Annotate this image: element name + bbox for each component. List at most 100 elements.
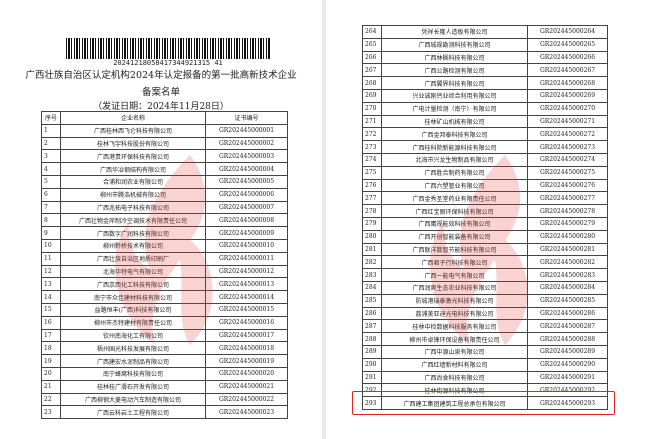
company-name: 广西开创智能装备有限公司 [381, 229, 528, 244]
row-number: 266 [362, 50, 382, 65]
barcode [66, 38, 270, 59]
table-row: 1 广西桂林西飞仑科技有限公司 GR202445000001 [41, 123, 288, 138]
table-row: 275 广西胜合制药有限公司 GR202445000275 [362, 165, 608, 180]
row-number: 277 [362, 191, 382, 206]
table-row: 6 柳州市腾浩机械有限公司 GR202445000006 [41, 187, 288, 202]
table-row: 270 广电计量检测（南宁）有限公司 GR202445000270 [362, 101, 608, 116]
table-row: 10 柳州黔桥技术有限公司 GR202445000010 [41, 238, 288, 253]
certificate-number: GR202445000270 [527, 101, 608, 116]
row-number: 13 [41, 277, 61, 292]
certificate-number: GR202445000017 [205, 328, 288, 343]
company-name: 广西红宝丽环保科技有限公司 [381, 204, 528, 218]
certificate-number: GR202445000293 [527, 396, 608, 410]
certificate-number: GR202445000289 [527, 344, 608, 359]
row-number: 268 [362, 76, 382, 90]
table-row: 14 南宁市众佳建材科技有限公司 GR202445000014 [41, 290, 288, 304]
certificate-number: GR202445000279 [527, 216, 608, 231]
certificate-number: GR202445000286 [527, 306, 608, 321]
certificate-number: GR202445000003 [205, 149, 288, 164]
company-name: 广西城规勘测科技有限公司 [381, 37, 528, 52]
row-number: 3 [41, 149, 61, 164]
table-row: 2 桂林飞宇科技股份有限公司 GR202445000002 [41, 136, 288, 151]
document-title: 广西壮族自治区认定机构2024年认定报备的第一批高新技术企业 [25, 70, 297, 81]
certificate-number: GR202445000278 [527, 204, 608, 218]
certificate-number: GR202445000020 [205, 366, 288, 381]
certificate-number: GR202445000265 [527, 37, 608, 52]
table-row: 288 柳州市卓锋环保设备有限责任公司 GR202445000288 [362, 332, 608, 346]
company-name: 桂林桂广滑石开发有限公司 [60, 379, 206, 394]
row-number: 270 [362, 101, 382, 116]
row-number: 271 [362, 114, 382, 129]
company-name: 广西公路检测有限公司 [381, 63, 528, 78]
company-name: 广西六塑管业有限公司 [381, 178, 528, 193]
company-name: 广西鹰视能效科技有限公司 [381, 216, 528, 231]
certificate-number: GR202445000274 [527, 152, 608, 167]
table-row: 280 广西开创智能装备有限公司 GR202445000280 [362, 229, 608, 244]
company-name: 广西云科岩土工程有限公司 [60, 405, 206, 420]
certificate-number: GR202445000288 [527, 332, 608, 346]
table-row: 271 桂林矿山机械有限公司 GR202445000271 [362, 114, 608, 129]
certificate-number: GR202445000287 [527, 319, 608, 334]
row-number: 285 [362, 293, 382, 308]
row-number: 287 [362, 319, 382, 334]
row-number: 288 [362, 332, 382, 346]
table-row: 17 钦州南海化工有限公司 GR202445000017 [41, 328, 288, 343]
table-row: 277 广西金秀圣堂药业有限责任公司 GR202445000277 [362, 191, 608, 206]
row-number: 283 [362, 268, 382, 282]
certificate-number: GR202445000281 [527, 242, 608, 257]
certificate-number: GR202445000266 [527, 50, 608, 65]
document-subtitle: 备案名单 [141, 87, 180, 98]
row-number: 290 [362, 357, 382, 372]
row-number: 序号 [41, 111, 61, 125]
table-row: 16 柳州市杰特建材有限责任公司 GR202445000016 [41, 315, 288, 330]
company-name: 防城港瑞泰激光科技有限公司 [381, 293, 528, 308]
table-row: 268 广西翼界科技有限公司 GR202445000268 [362, 76, 608, 90]
certificate-number: GR202445000280 [527, 229, 608, 244]
certificate-number: GR202445000269 [527, 88, 608, 103]
table-row: 273 广西桂科院新能源科技有限公司 GR202445000273 [362, 140, 608, 154]
company-name: 北海华特电气有限公司 [60, 264, 206, 279]
left-page: 20241218058417344921315 41 广西壮族自治区认定机构20… [0, 0, 322, 439]
certificate-number: GR202445000016 [205, 315, 288, 330]
company-name: 广西数字广润科技有限公司 [60, 226, 206, 240]
table-row: 290 广西红墙新材料有限公司 GR202445000290 [362, 357, 608, 372]
row-number: 269 [362, 88, 382, 103]
certificate-number: GR202445000001 [205, 123, 288, 138]
certificate-number: GR202445000290 [527, 357, 608, 372]
row-number: 8 [41, 213, 61, 228]
certificate-number: GR202445000015 [205, 302, 288, 317]
table-row: 21 桂林桂广滑石开发有限公司 GR202445000021 [41, 379, 288, 394]
certificate-number: GR202445000272 [527, 127, 608, 142]
table-row: 19 广西建宏水泥制品有限公司 GR202445000019 [41, 354, 288, 368]
company-name: 广西君子行科技有限公司 [381, 255, 528, 270]
certificate-number: GR202445000002 [205, 136, 288, 151]
table-row: 272 广西金邦泰科技有限公司 GR202445000272 [362, 127, 608, 142]
row-number: 14 [41, 290, 61, 304]
company-name: 北海市兴龙生物制品有限公司 [381, 152, 528, 167]
table-row: 18 梧州国光科技发展有限公司 GR202445000018 [41, 341, 288, 356]
row-number: 275 [362, 165, 382, 180]
company-name: 广西联洋数智节能科技有限公司 [381, 242, 528, 257]
certificate-number: GR202445000004 [205, 162, 288, 176]
company-name: 桂林飞宇科技股份有限公司 [60, 136, 206, 151]
certificate-number: GR202445000268 [527, 76, 608, 90]
table-row: 11 广西壮族自治区地质印刷厂 GR202445000011 [41, 251, 288, 266]
row-number: 267 [362, 63, 382, 78]
company-name: 柳州市卓锋环保设备有限责任公司 [381, 332, 528, 346]
row-number: 274 [362, 152, 382, 167]
company-name: 桂林矿山机械有限公司 [381, 114, 528, 129]
row-number: 17 [41, 328, 61, 343]
table-row: 285 防城港瑞泰激光科技有限公司 GR202445000285 [362, 293, 608, 308]
certificate-number: GR202445000285 [527, 293, 608, 308]
row-number: 280 [362, 229, 382, 244]
table-row: 286 荔浦美亚迪光电科技有限公司 GR202445000286 [362, 306, 608, 321]
table-row: 284 广西润爽生态农业科技有限公司 GR202445000284 [362, 280, 608, 295]
row-number: 12 [41, 264, 61, 279]
company-name: 广西壮族自治区地质印刷厂 [60, 251, 206, 266]
table-row: 20 南宁蜂窝科技有限公司 GR202445000020 [41, 366, 288, 381]
row-number: 2 [41, 136, 61, 151]
company-name: 广西桂林西飞仑科技有限公司 [60, 123, 206, 138]
certificate-number: GR202445000019 [205, 354, 288, 368]
barcode-number: 20241218058417344921315 41 [113, 59, 223, 67]
company-name: 广西中源山泉有限公司 [381, 344, 528, 359]
